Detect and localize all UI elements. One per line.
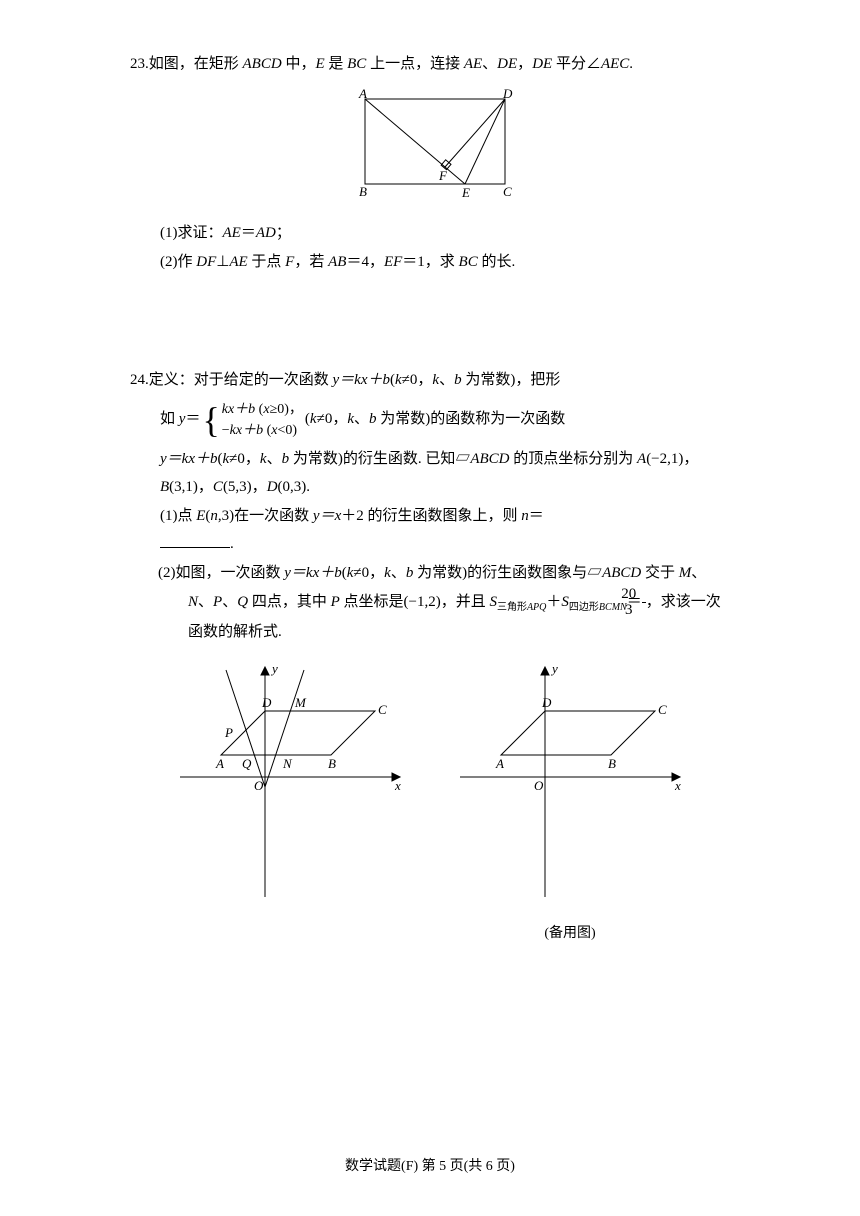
svg-text:N: N (282, 756, 293, 771)
q24-fig-backup: A B C D O x y (450, 657, 690, 907)
svg-text:O: O (254, 778, 264, 793)
q23-figure: A D B C E F (130, 84, 730, 215)
svg-text:C: C (658, 702, 667, 717)
q24-stem-3: y＝kx＋b(k≠0，k、b 为常数)的衍生函数. 已知▱ABCD 的顶点坐标分… (130, 445, 730, 502)
svg-text:B: B (608, 756, 616, 771)
svg-text:C: C (503, 184, 512, 199)
svg-text:Q: Q (242, 756, 252, 771)
q24-fig-main: A B C D M N P Q O x y (170, 657, 410, 907)
q24-figures: A B C D M N P Q O x y (130, 657, 730, 948)
svg-text:B: B (359, 184, 367, 199)
page-footer: 数学试题(F) 第 5 页(共 6 页) (0, 1154, 860, 1181)
svg-text:A: A (215, 756, 224, 771)
backup-caption: (备用图) (450, 921, 690, 948)
blank-field (160, 547, 230, 548)
q23-stem: 如图，在矩形 ABCD 中，E 是 BC 上一点，连接 AE、DE，DE 平分∠… (149, 56, 633, 72)
problem-23: 23.如图，在矩形 ABCD 中，E 是 BC 上一点，连接 AE、DE，DE … (130, 50, 730, 276)
svg-text:A: A (495, 756, 504, 771)
svg-text:A: A (358, 86, 367, 101)
problem-24: 24.定义：对于给定的一次函数 y＝kx＋b(k≠0，k、b 为常数)，把形 如… (130, 366, 730, 948)
q23-part2: (2)作 DF⊥AE 于点 F，若 AB＝4，EF＝1，求 BC 的长. (130, 248, 730, 277)
svg-text:O: O (534, 778, 544, 793)
q24-stem-2: 如 y＝ { kx＋b (x≥0)， −kx＋b (x<0) (k≠0，k、b … (130, 395, 730, 445)
q23-number: 23. (130, 56, 149, 72)
svg-text:B: B (328, 756, 336, 771)
svg-text:E: E (461, 185, 470, 200)
svg-text:D: D (502, 86, 513, 101)
q24-stem-1: 定义：对于给定的一次函数 y＝kx＋b(k≠0，k、b 为常数)，把形 (149, 372, 561, 388)
svg-text:F: F (438, 168, 448, 183)
q24-number: 24. (130, 372, 149, 388)
svg-text:D: D (261, 695, 272, 710)
svg-text:y: y (550, 661, 558, 676)
svg-text:y: y (270, 661, 278, 676)
svg-text:x: x (674, 778, 681, 793)
svg-text:D: D (541, 695, 552, 710)
q23-part1: (1)求证：AE＝AD； (130, 219, 730, 248)
svg-text:M: M (294, 695, 307, 710)
svg-text:x: x (394, 778, 401, 793)
svg-text:C: C (378, 702, 387, 717)
svg-text:P: P (224, 725, 233, 740)
q24-part1: (1)点 E(n,3)在一次函数 y＝x＋2 的衍生函数图象上，则 n＝. (130, 502, 730, 559)
q24-part2: (2)如图，一次函数 y＝kx＋b(k≠0，k、b 为常数)的衍生函数图象与▱A… (130, 559, 730, 647)
